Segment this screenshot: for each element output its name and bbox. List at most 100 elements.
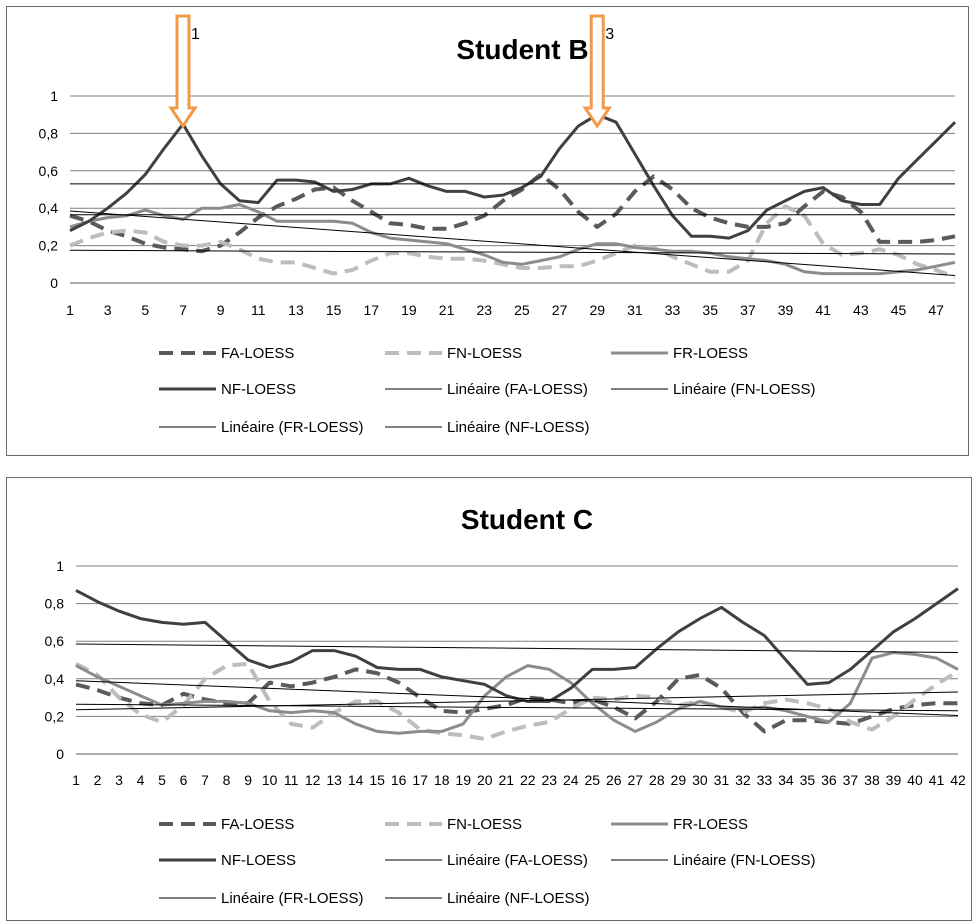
legend-label-nf-loess: NF-LOESS	[221, 381, 296, 398]
series-line-fr-loess	[69, 203, 956, 276]
chart-title: Student C	[461, 504, 593, 535]
x-tick-label: 45	[891, 302, 907, 318]
chart-student-c: Student C00,20,40,60,811 2 3 4 5 6 7 8 9 10 11 12 13…	[45, 504, 966, 907]
x-tick-label: 15	[369, 772, 385, 788]
y-tick-label: 0,4	[45, 671, 65, 687]
legend-label-lin-aire-fr-loess: Linéaire (FR-LOESS)	[221, 890, 364, 907]
x-tick-label: 11	[284, 772, 299, 788]
y-tick-label: 0,8	[39, 125, 59, 141]
x-tick-label: 27	[628, 772, 644, 788]
x-tick-label: 7	[201, 772, 209, 788]
annotation-arrow-1: 1	[168, 14, 200, 129]
legend-label-fn-loess: FN-LOESS	[447, 816, 522, 833]
y-tick-label: 0	[50, 275, 58, 291]
x-tick-label: 26	[606, 772, 622, 788]
legend-label-lin-aire-fr-loess: Linéaire (FR-LOESS)	[221, 419, 364, 436]
x-tick-label: 37	[843, 772, 859, 788]
series-line-fa-loess	[69, 172, 956, 254]
chart-panel-student-c: Student C 0 0,2 0,4 0,6 0,8 1 1 2 3 4 5 6 7 8 9 10 11 12 13…	[6, 477, 972, 921]
x-tick-label: 15	[326, 302, 342, 318]
x-tick-label: 22	[520, 772, 536, 788]
chart-panel-student-b: Student B 0 0,2 0,4 0,6 0,8 1 1 3 5 7 9 11 13 15 17 19 21…	[6, 6, 969, 456]
x-tick-label: 17	[412, 772, 428, 788]
series-line-lin-aire-fr-loess	[75, 680, 959, 716]
x-tick-label: 14	[348, 772, 364, 788]
x-tick-label: 43	[853, 302, 869, 318]
x-tick-label: 21	[498, 772, 514, 788]
series-line-lin-aire-nf-loess	[75, 643, 959, 653]
x-tick-label: 4	[137, 772, 145, 788]
x-tick-label: 13	[326, 772, 342, 788]
legend-label-fa-loess: FA-LOESS	[221, 816, 294, 833]
x-tick-label: 23	[541, 772, 557, 788]
x-tick-label: 1	[72, 772, 80, 788]
x-tick-label: 38	[864, 772, 880, 788]
y-tick-label: 0,6	[45, 633, 65, 649]
x-tick-label: 19	[455, 772, 471, 788]
x-tick-label: 9	[217, 302, 225, 318]
series-line-fn-loess	[75, 661, 960, 741]
x-tick-label: 1	[66, 302, 74, 318]
x-tick-label: 35	[800, 772, 816, 788]
x-tick-label: 6	[180, 772, 188, 788]
y-tick-label: 0,2	[45, 708, 65, 724]
x-tick-label: 11	[251, 302, 266, 318]
x-tick-label: 17	[363, 302, 379, 318]
x-tick-label: 47	[928, 302, 944, 318]
chart-student-b: Student B00,20,40,60,811 3 5 7 9 11 13 15 17 19 21…	[39, 14, 957, 436]
x-tick-label: 39	[886, 772, 902, 788]
x-tick-label: 41	[929, 772, 945, 788]
x-tick-label: 40	[907, 772, 923, 788]
legend-label-lin-aire-nf-loess: Linéaire (NF-LOESS)	[447, 890, 590, 907]
annotation-label: 1	[191, 26, 200, 43]
x-tick-label: 24	[563, 772, 579, 788]
x-tick-label: 30	[692, 772, 708, 788]
y-tick-label: 0,8	[45, 596, 65, 612]
x-tick-label: 21	[439, 302, 455, 318]
annotation-label: 3	[605, 26, 614, 43]
y-tick-label: 1	[50, 88, 58, 104]
x-tick-label: 33	[757, 772, 773, 788]
y-tick-label: 1	[56, 558, 64, 574]
x-tick-label: 37	[740, 302, 756, 318]
y-tick-label: 0,2	[39, 238, 59, 254]
legend-label-fr-loess: FR-LOESS	[673, 816, 748, 833]
x-tick-label: 31	[627, 302, 643, 318]
series-line-fn-loess	[69, 204, 956, 280]
x-tick-label: 9	[244, 772, 252, 788]
x-tick-label: 8	[223, 772, 231, 788]
x-tick-label: 3	[115, 772, 123, 788]
legend-label-lin-aire-nf-loess: Linéaire (NF-LOESS)	[447, 419, 590, 436]
legend-label-fa-loess: FA-LOESS	[221, 345, 294, 362]
x-tick-label: 42	[950, 772, 966, 788]
x-tick-label: 18	[434, 772, 450, 788]
x-tick-label: 19	[401, 302, 417, 318]
legend-label-lin-aire-fn-loess: Linéaire (FN-LOESS)	[673, 381, 816, 398]
x-tick-label: 39	[778, 302, 794, 318]
y-tick-label: 0,6	[39, 163, 59, 179]
legend-label-lin-aire-fa-loess: Linéaire (FA-LOESS)	[447, 852, 588, 869]
x-tick-label: 25	[585, 772, 601, 788]
annotation-arrow-3: 3	[582, 14, 614, 129]
x-tick-label: 29	[671, 772, 687, 788]
series-line-lin-aire-fn-loess	[75, 691, 959, 711]
x-tick-label: 33	[665, 302, 681, 318]
x-tick-label: 41	[815, 302, 831, 318]
legend-label-nf-loess: NF-LOESS	[221, 852, 296, 869]
series-line-lin-aire-fr-loess	[69, 210, 956, 276]
y-tick-label: 0,4	[39, 200, 59, 216]
x-tick-label: 5	[158, 772, 166, 788]
x-tick-label: 31	[714, 772, 730, 788]
x-tick-label: 35	[702, 302, 718, 318]
x-tick-label: 20	[477, 772, 493, 788]
x-tick-label: 28	[649, 772, 665, 788]
legend-label-fr-loess: FR-LOESS	[673, 345, 748, 362]
x-tick-label: 34	[778, 772, 794, 788]
x-tick-label: 3	[104, 302, 112, 318]
x-tick-label: 32	[735, 772, 751, 788]
x-tick-label: 13	[288, 302, 304, 318]
x-tick-label: 5	[141, 302, 149, 318]
legend-label-lin-aire-fa-loess: Linéaire (FA-LOESS)	[447, 381, 588, 398]
x-tick-label: 16	[391, 772, 407, 788]
x-tick-label: 7	[179, 302, 187, 318]
